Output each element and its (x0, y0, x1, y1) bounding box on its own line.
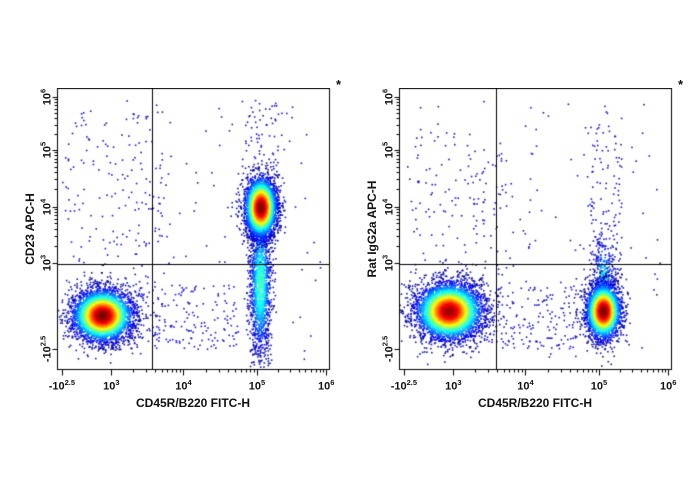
x-tick-label: 103 (103, 378, 120, 393)
x-tick-label: 104 (517, 378, 534, 393)
flow-plot-cd23: CD23 APC-H 106 105 104 103 -102.5 -102.5 103 1… (14, 77, 350, 440)
asterisk-annotation: * (336, 77, 342, 92)
y-axis-label: Rat IgG2a APC-H (365, 180, 379, 278)
flow-plot-igg2a: Rat IgG2a APC-H 106 105 104 103 -102.5 -102.… (356, 77, 688, 440)
x-tick-label: 104 (175, 378, 192, 393)
x-axis-label: CD45R/B220 FITC-H (135, 396, 251, 410)
x-tick-label: 105 (248, 378, 266, 393)
x-tick-label: 105 (590, 378, 608, 393)
density-plot-canvas (391, 88, 673, 379)
x-tick-label: 103 (445, 378, 462, 393)
y-axis-label: CD23 APC-H (23, 193, 37, 265)
asterisk-annotation: * (678, 77, 684, 92)
x-tick-label: -102.5 (48, 378, 76, 393)
x-tick-label: -102.5 (390, 378, 418, 393)
density-plot-canvas (49, 88, 331, 379)
x-tick-label: 106 (660, 378, 677, 393)
x-axis-label: CD45R/B220 FITC-H (477, 396, 593, 410)
x-tick-label: 106 (318, 378, 335, 393)
